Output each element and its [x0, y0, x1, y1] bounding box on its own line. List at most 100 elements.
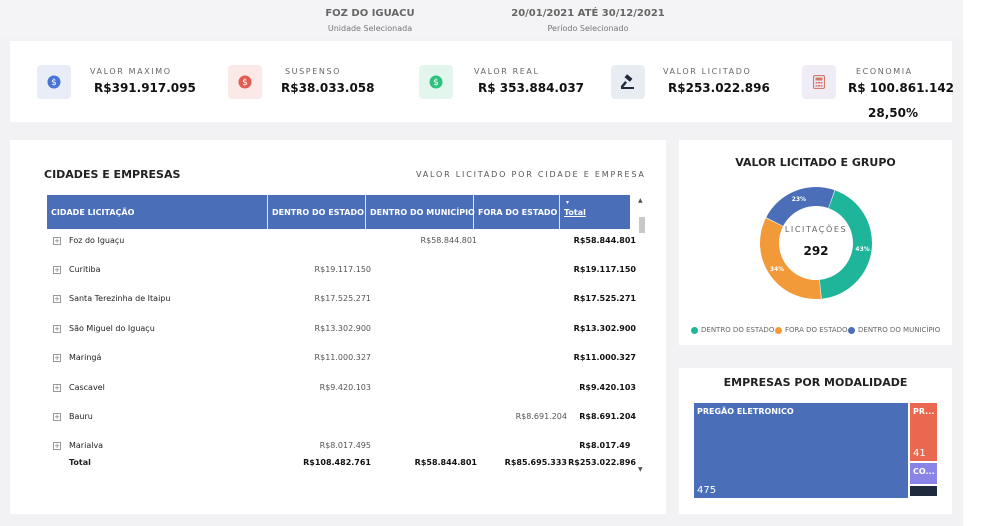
treemap-panel: EMPRESAS POR MODALIDADE PREGÃO ELETRONIC…	[679, 368, 952, 514]
treemap-tile[interactable]: PREGÃO ELETRONICO 475	[694, 403, 908, 498]
expand-plus-icon[interactable]: +	[53, 384, 61, 392]
kpi-economia: ECONOMIA R$ 100.861.142 28,50%	[802, 63, 954, 123]
scroll-thumb[interactable]	[639, 217, 645, 233]
expand-plus-icon[interactable]: +	[53, 295, 61, 303]
scroll-up-icon[interactable]: ▲	[638, 197, 643, 204]
scroll-down-icon[interactable]: ▼	[638, 466, 643, 473]
table-row[interactable]: + Marialva R$8.017.495 R$8.017.495	[47, 440, 630, 450]
expand-plus-icon[interactable]: +	[53, 237, 61, 245]
total-fora-estado: R$85.695.333	[504, 458, 567, 467]
expand-plus-icon[interactable]: +	[53, 413, 61, 421]
cell-dentro-estado: R$19.117.150	[314, 265, 371, 274]
total-dentro-municipio: R$58.844.801	[414, 458, 477, 467]
legend-item-fora-estado[interactable]: FORA DO ESTADO	[775, 326, 848, 334]
column-header-fora-estado[interactable]: FORA DO ESTADO	[474, 195, 560, 229]
kpi-valor-maximo: $ VALOR MAXIMO R$391.917.095	[37, 63, 197, 123]
kpi-value: R$ 100.861.142	[848, 81, 955, 95]
kpi-label: ECONOMIA	[856, 67, 913, 76]
expand-plus-icon[interactable]: +	[53, 266, 61, 274]
treemap-tile[interactable]: CO...	[910, 463, 937, 484]
kpi-valor-real: $ VALOR REAL R$ 353.884.037	[419, 63, 589, 123]
header-strip	[0, 0, 963, 38]
donut-slice-label: 43%	[855, 246, 869, 253]
column-header-total[interactable]: ▾ Total	[560, 195, 630, 229]
city-name: São Miguel do Iguaçu	[69, 324, 155, 333]
donut-slice-dentro-do-estado[interactable]	[819, 190, 872, 299]
treemap-tile-label: CO...	[913, 467, 935, 476]
treemap-title: EMPRESAS POR MODALIDADE	[723, 376, 908, 389]
treemap-tile-value: 41	[913, 448, 926, 459]
cell-total: R$17.525.271	[573, 294, 636, 303]
treemap-tile-value: 475	[697, 485, 717, 496]
legend-dot	[848, 326, 855, 334]
kpi-economia-percent: 28,50%	[868, 106, 918, 120]
column-header-dentro-municipio[interactable]: DENTRO DO MUNICÍPIO	[366, 195, 475, 229]
table-row[interactable]: + Santa Terezinha de Itaipu R$17.525.271…	[47, 293, 636, 307]
period-value: 20/01/2021 ATÉ 30/12/2021	[511, 8, 665, 19]
donut-slice-dentro-do-munic-pio[interactable]	[766, 186, 835, 227]
expand-plus-icon[interactable]: +	[53, 354, 61, 362]
kpi-value: R$ 353.884.037	[478, 81, 585, 95]
column-label: FORA DO ESTADO	[478, 207, 558, 217]
city-name: Foz do Iguaçu	[69, 236, 125, 245]
table-row[interactable]: + Maringá R$11.000.327 R$11.000.327	[47, 352, 636, 366]
total-label: Total	[69, 458, 91, 467]
table-subtitle: VALOR LICITADO POR CIDADE E EMPRESA	[416, 170, 646, 179]
legend-label: FORA DO ESTADO	[785, 326, 848, 334]
donut-slice-label: 23%	[792, 196, 806, 203]
expand-plus-icon[interactable]: +	[53, 442, 61, 450]
donut-center-label: LICITAÇÕES	[784, 225, 848, 234]
period-filter[interactable]: 20/01/2021 ATÉ 30/12/2021 Período Seleci…	[508, 8, 668, 33]
city-name: Bauru	[69, 412, 93, 421]
column-header-cidade[interactable]: CIDADE LICITAÇÃO	[47, 195, 268, 229]
legend-label: DENTRO DO MUNICÍPIO	[858, 326, 941, 334]
donut-slice-label: 34%	[770, 266, 784, 273]
cell-total: R$8.017.495	[579, 441, 630, 450]
cell-dentro-estado: R$13.302.900	[314, 324, 371, 333]
kpi-value: R$391.917.095	[94, 81, 196, 95]
table-row[interactable]: + Curitiba R$19.117.150 R$19.117.150	[47, 264, 636, 278]
legend-label: DENTRO DO ESTADO	[701, 326, 775, 334]
dollar-circle-icon: $	[228, 65, 262, 99]
table-title: CIDADES E EMPRESAS	[44, 168, 181, 181]
expand-plus-icon[interactable]: +	[53, 325, 61, 333]
legend-item-dentro-estado[interactable]: DENTRO DO ESTADO	[691, 326, 774, 334]
table-row[interactable]: + São Miguel do Iguaçu R$13.302.900 R$13…	[47, 323, 636, 337]
calculator-icon	[802, 65, 836, 99]
table-row[interactable]: + Cascavel R$9.420.103 R$9.420.103	[47, 382, 636, 396]
total-dentro-estado: R$108.482.761	[303, 458, 371, 467]
column-label: Total	[564, 207, 586, 217]
legend-dot	[775, 326, 782, 334]
kpi-label: VALOR REAL	[474, 67, 540, 76]
kpi-suspenso: $ SUSPENSO R$38.033.058	[228, 63, 388, 123]
gavel-icon	[611, 65, 645, 99]
donut-panel: VALOR LICITADO E GRUPO 43% 34% 23% LICITAÇ…	[679, 140, 952, 345]
city-name: Cascavel	[69, 383, 105, 392]
legend-item-dentro-municipio[interactable]: DENTRO DO MUNICÍPIO	[848, 326, 940, 334]
table-row[interactable]: + Bauru R$8.691.204 R$8.691.204	[47, 411, 636, 425]
total-total: R$253.022.896	[568, 458, 636, 467]
table-row[interactable]: + Foz do Iguaçu R$58.844.801 R$58.844.80…	[47, 235, 636, 249]
kpi-value: R$38.033.058	[281, 81, 375, 95]
cell-dentro-estado: R$11.000.327	[314, 353, 371, 362]
city-name: Maringá	[69, 353, 102, 362]
table-scrollbar[interactable]: ▲ ▼	[638, 197, 646, 473]
svg-text:$: $	[433, 78, 439, 88]
unit-filter[interactable]: FOZ DO IGUACU Unidade Selecionada	[300, 8, 440, 33]
city-name: Santa Terezinha de Itaipu	[69, 294, 171, 303]
treemap-tile[interactable]: PR... 41	[910, 403, 937, 461]
column-label: CIDADE LICITAÇÃO	[51, 207, 135, 217]
svg-text:$: $	[242, 78, 248, 88]
column-label: DENTRO DO ESTADO	[272, 207, 364, 217]
donut-slice-fora-do-estado[interactable]	[760, 217, 822, 299]
cell-total: R$9.420.103	[579, 383, 636, 392]
kpi-valor-licitado: VALOR LICITADO R$253.022.896	[611, 63, 781, 123]
right-margin	[963, 0, 981, 526]
treemap-tile[interactable]	[910, 486, 937, 496]
kpi-label: SUSPENSO	[285, 67, 342, 76]
column-header-dentro-estado[interactable]: DENTRO DO ESTADO	[268, 195, 366, 229]
kpi-label: VALOR MAXIMO	[90, 67, 172, 76]
kpi-panel: $ VALOR MAXIMO R$391.917.095 $ SUSPENSO …	[10, 41, 954, 123]
treemap-tile-label: PREGÃO ELETRONICO	[697, 407, 794, 416]
treemap-tile-label: PR...	[913, 407, 935, 416]
